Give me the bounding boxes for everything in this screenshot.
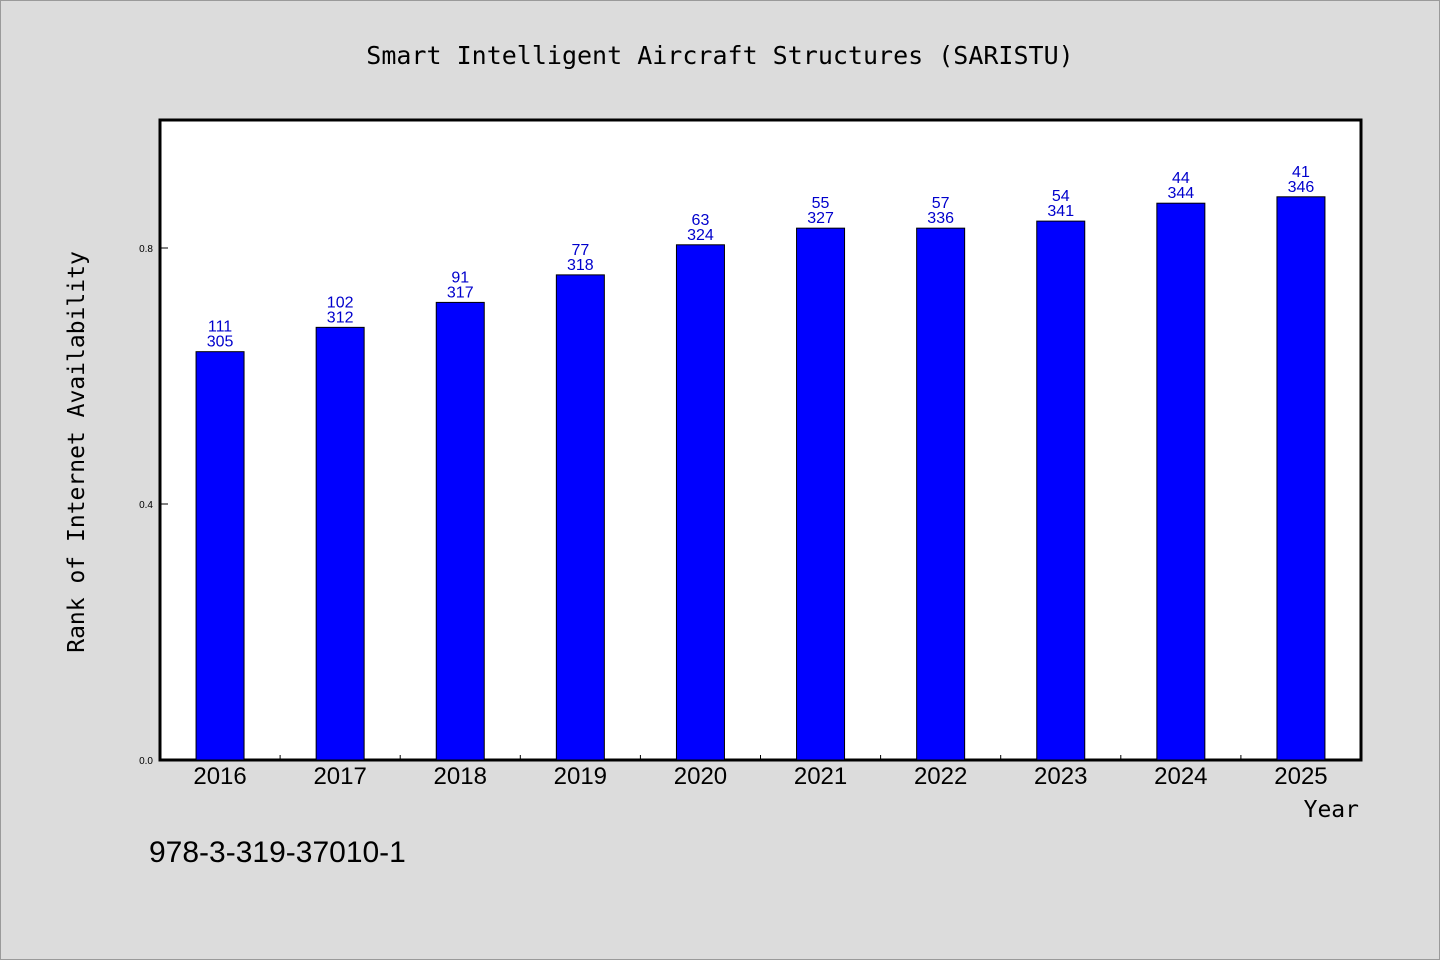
x-axis-title: Year xyxy=(1304,797,1359,823)
data-label-top-2019: 77 xyxy=(571,242,589,259)
data-label-bottom-2017: 312 xyxy=(327,309,354,326)
y-axis-title: Rank of Internet Availability xyxy=(64,251,90,653)
bar-2018 xyxy=(435,301,485,761)
bar-2016 xyxy=(195,351,245,761)
data-label-top-2016: 111 xyxy=(208,319,232,336)
y-axis: 0.0 0.4 0.8 xyxy=(139,244,168,767)
x-tick-label-2024: 2024 xyxy=(1154,763,1207,790)
x-tick-label-2020: 2020 xyxy=(674,763,727,790)
data-label-top-2021: 55 xyxy=(812,195,830,212)
data-label-bottom-2024: 344 xyxy=(1167,185,1194,202)
data-label-bottom-2016: 305 xyxy=(207,334,234,351)
y-tick-label: 0.8 xyxy=(139,244,153,255)
x-tick-label-2021: 2021 xyxy=(794,763,847,790)
x-tick-label-2018: 2018 xyxy=(434,763,487,790)
x-tick-label-2017: 2017 xyxy=(313,763,366,790)
bar-2022 xyxy=(916,227,966,761)
data-label-top-2022: 57 xyxy=(932,195,950,212)
data-label-top-2020: 63 xyxy=(692,212,710,229)
data-label-bottom-2025: 346 xyxy=(1288,179,1315,196)
data-label-bottom-2023: 341 xyxy=(1047,203,1074,220)
bar-2017 xyxy=(315,326,365,761)
data-label-bottom-2022: 336 xyxy=(927,210,954,227)
x-tick-label-2023: 2023 xyxy=(1034,763,1087,790)
x-tick-label-2016: 2016 xyxy=(193,763,246,790)
x-axis: 2016 2017 2018 2019 2020 2021 2022 2023 2024 2025 xyxy=(193,755,1328,790)
bar-2021 xyxy=(796,227,846,761)
chart-title: Smart Intelligent Aircraft Structures (S… xyxy=(366,41,1073,70)
bar-2025 xyxy=(1276,196,1326,761)
x-tick-label-2025: 2025 xyxy=(1274,763,1327,790)
x-tick-label-2019: 2019 xyxy=(554,763,607,790)
data-label-top-2018: 91 xyxy=(451,269,469,286)
data-label-bottom-2018: 317 xyxy=(447,284,474,301)
data-label-top-2017: 102 xyxy=(327,294,354,311)
y-tick-label: 0.4 xyxy=(139,500,153,511)
data-label-bottom-2019: 318 xyxy=(567,257,594,274)
bars-layer xyxy=(195,196,1326,761)
isbn-label: 978-3-319-37010-1 xyxy=(149,836,406,869)
data-label-bottom-2020: 324 xyxy=(687,227,714,244)
y-tick-label: 0.0 xyxy=(139,756,153,767)
data-label-top-2023: 54 xyxy=(1052,188,1070,205)
bar-2023 xyxy=(1036,220,1086,761)
data-labels-layer: 1113051023129131777318633245532757336543… xyxy=(207,164,1315,351)
bar-2024 xyxy=(1156,202,1206,761)
data-label-top-2024: 44 xyxy=(1172,170,1190,187)
bar-2019 xyxy=(555,274,605,761)
x-tick-label-2022: 2022 xyxy=(914,763,967,790)
data-label-top-2025: 41 xyxy=(1292,164,1310,181)
bar-2020 xyxy=(675,244,725,761)
data-label-bottom-2021: 327 xyxy=(807,210,834,227)
